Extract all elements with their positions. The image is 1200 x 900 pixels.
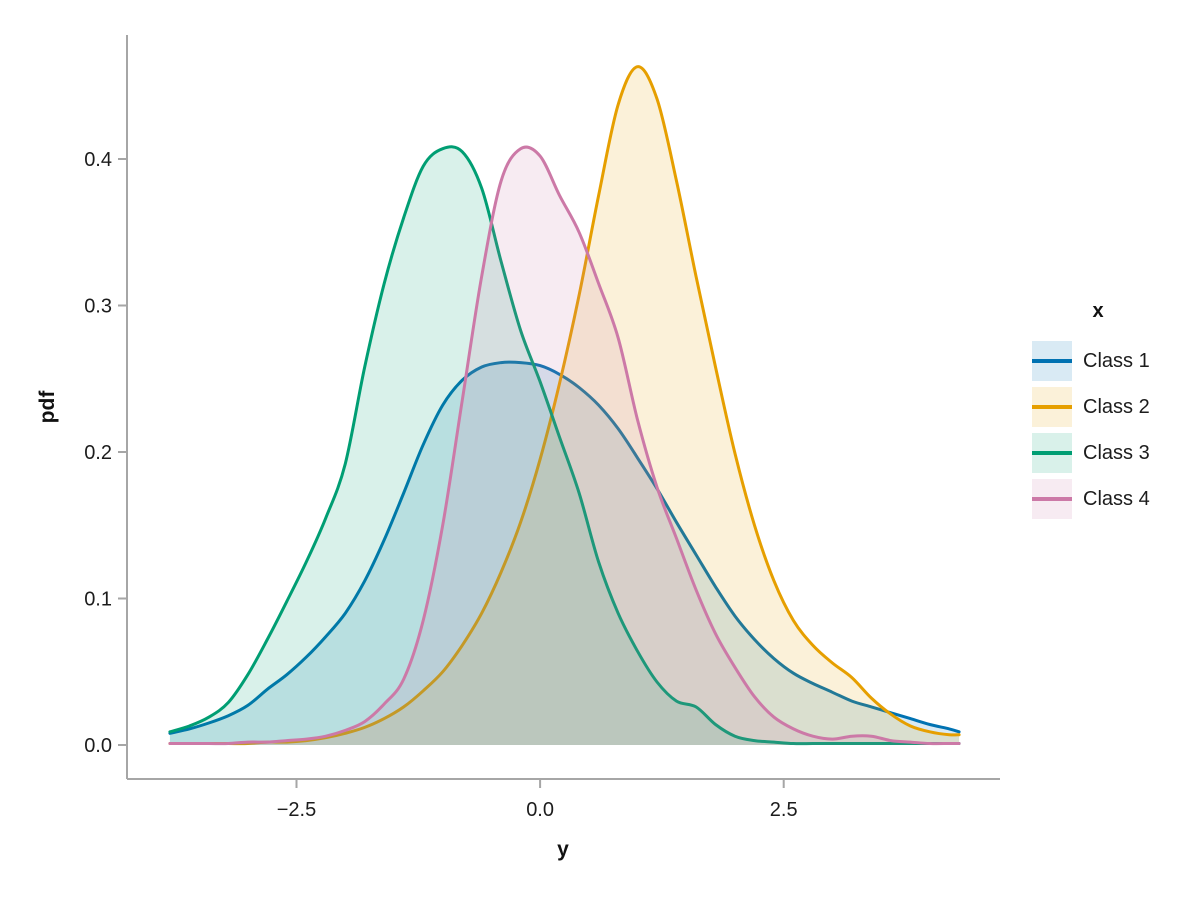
legend-item-label: Class 4 — [1083, 487, 1150, 510]
legend-title: x — [1092, 300, 1104, 322]
axes-layer: 0.0 0.1 0.2 0.3 0.4 −2.5 0.0 2.5 — [84, 35, 1000, 821]
x-tick-label: 0.0 — [526, 799, 554, 821]
x-axis-label: y — [557, 838, 569, 861]
legend-item-label: Class 3 — [1083, 441, 1150, 464]
y-axis-label: pdf — [36, 390, 59, 424]
y-tick-label: 0.2 — [84, 442, 112, 464]
x-tick-label: 2.5 — [770, 799, 798, 821]
legend-swatch-line — [1032, 405, 1072, 409]
density-fill-class-4 — [169, 147, 960, 746]
legend-item-class-3: Class 3 — [1032, 433, 1164, 473]
y-tick-label: 0.4 — [84, 149, 112, 171]
legend-item-class-1: Class 1 — [1032, 341, 1164, 381]
legend-swatch — [1032, 433, 1072, 473]
density-curve-class-4 — [168, 145, 961, 746]
y-tick-label: 0.0 — [84, 735, 112, 757]
legend-items: Class 1 Class 2 Class 3 Class 4 — [1032, 341, 1164, 519]
legend-item-label: Class 1 — [1083, 349, 1150, 372]
legend-swatch — [1032, 341, 1072, 381]
series-layer — [168, 65, 961, 746]
density-fill-class-2 — [169, 66, 960, 746]
legend: x Class 1 Class 2 Class 3 Class 4 — [1032, 299, 1164, 525]
legend-swatch-line — [1032, 451, 1072, 455]
legend-swatch — [1032, 387, 1072, 427]
density-curve-class-3 — [168, 145, 961, 746]
legend-item-label: Class 2 — [1083, 395, 1150, 418]
density-fill-class-1 — [169, 362, 960, 745]
density-curve-class-1 — [168, 360, 961, 735]
y-tick-label: 0.1 — [84, 589, 112, 611]
legend-swatch — [1032, 479, 1072, 519]
legend-swatch-line — [1032, 497, 1072, 501]
x-tick-label: −2.5 — [277, 799, 316, 821]
legend-item-class-4: Class 4 — [1032, 479, 1164, 519]
density-fill-class-3 — [169, 146, 960, 745]
y-tick-label: 0.3 — [84, 296, 112, 318]
legend-swatch-line — [1032, 359, 1072, 363]
legend-item-class-2: Class 2 — [1032, 387, 1164, 427]
